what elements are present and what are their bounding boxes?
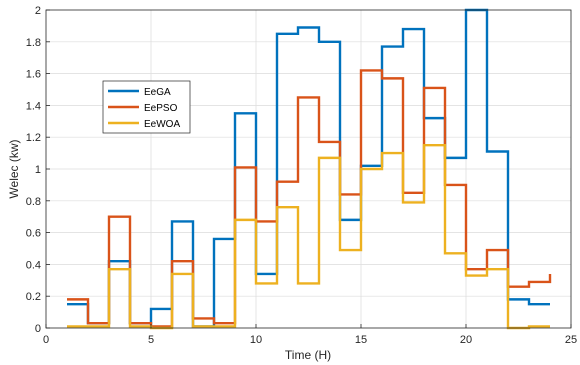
y-tick-label: 0.2 [26, 291, 41, 303]
y-axis-label: Welec (kw) [7, 139, 21, 198]
y-tick-label: 1 [35, 164, 41, 176]
y-tick-label: 1.4 [26, 100, 41, 112]
y-tick-label: 2 [35, 5, 41, 17]
legend-label-eepso: EePSO [144, 103, 178, 114]
x-tick-label: 20 [460, 334, 472, 346]
y-tick-label: 1.8 [26, 37, 41, 49]
legend: EeGA EePSO EeWOA [102, 80, 191, 134]
x-tick-label: 0 [43, 334, 49, 346]
legend-label-eega: EeGA [144, 87, 171, 98]
x-tick-label: 5 [148, 334, 154, 346]
series-line-eega [67, 8, 550, 328]
y-tick-label: 0.4 [26, 259, 41, 271]
y-tick-label: 1.6 [26, 69, 41, 81]
x-tick-label: 25 [565, 334, 577, 346]
x-tick-label: 15 [355, 334, 367, 346]
y-tick-label: 1.2 [26, 132, 41, 144]
y-tick-label: 0.6 [26, 228, 41, 240]
legend-label-eewoa: EeWOA [144, 119, 180, 130]
ticks: 0 5 10 15 20 25 0 0.2 0.4 0.6 0.8 1 1.2 1.4 1.6 1.8 2 [26, 5, 577, 346]
y-tick-label: 0 [35, 323, 41, 335]
x-axis-label: Time (H) [285, 348, 331, 362]
x-tick-label: 10 [250, 334, 262, 346]
y-tick-label: 0.8 [26, 196, 41, 208]
